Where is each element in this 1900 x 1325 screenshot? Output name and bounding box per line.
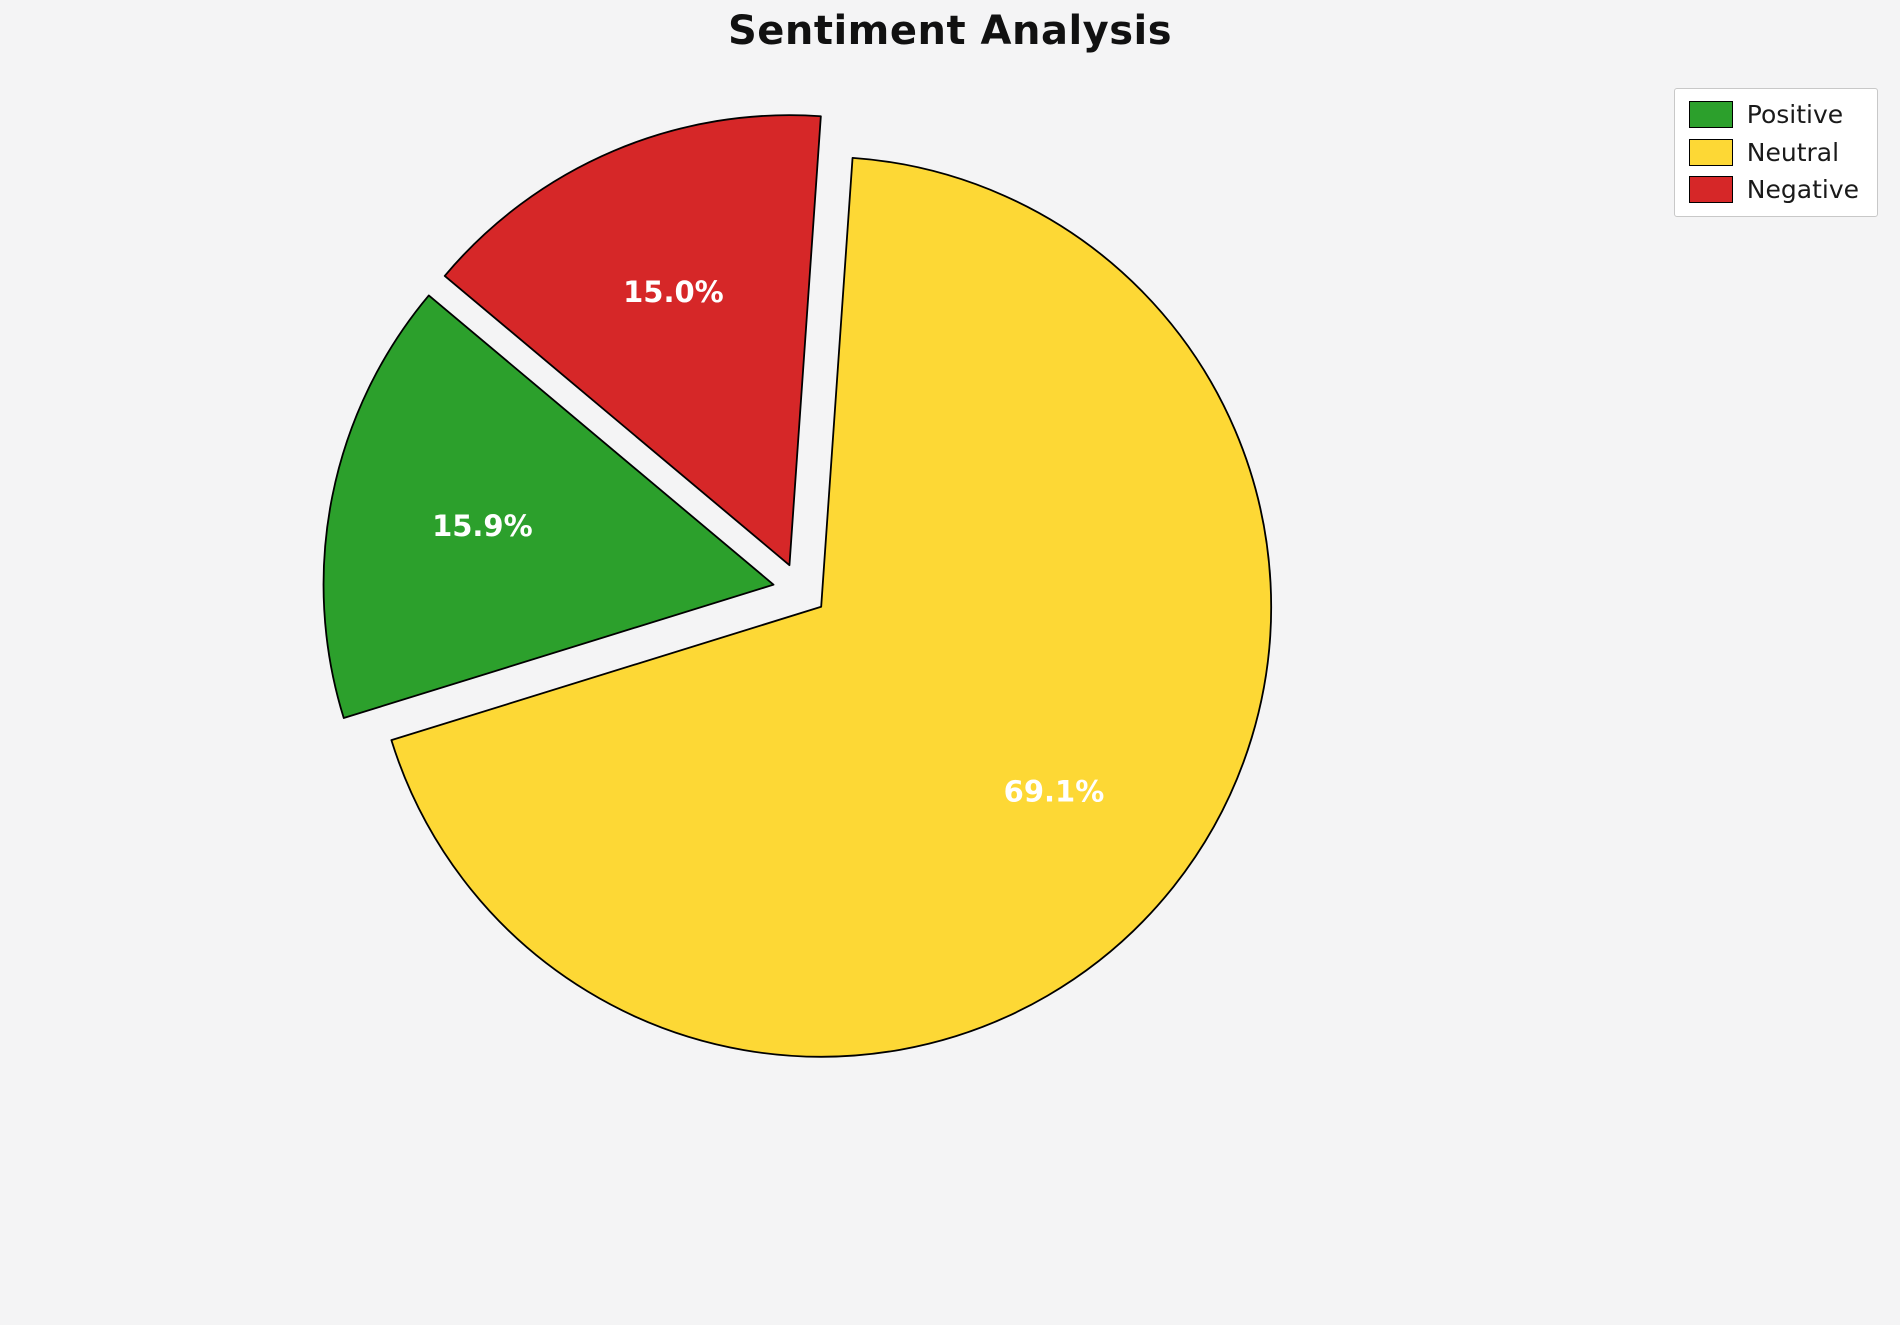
legend-label-positive: Positive — [1746, 100, 1844, 129]
legend-swatch-neutral — [1688, 138, 1733, 166]
chart-title: Sentiment Analysis — [727, 8, 1173, 54]
pct-label-neutral: 69.1% — [1004, 774, 1105, 808]
pct-label-negative: 15.0% — [623, 275, 724, 309]
legend-swatch-negative — [1688, 176, 1733, 204]
legend-label-neutral: Neutral — [1746, 137, 1840, 167]
pie-slice-positive — [322, 294, 775, 719]
legend-item-negative: Negative — [1688, 175, 1859, 204]
pie-slice-negative — [443, 114, 822, 567]
pie-slice-neutral — [390, 156, 1273, 1058]
legend: Positive Neutral Negative — [1673, 88, 1878, 217]
legend-label-negative: Negative — [1746, 175, 1859, 204]
legend-item-positive: Positive — [1688, 100, 1859, 129]
legend-item-neutral: Neutral — [1688, 137, 1859, 167]
legend-swatch-positive — [1688, 101, 1733, 129]
pct-label-positive: 15.9% — [432, 509, 533, 543]
